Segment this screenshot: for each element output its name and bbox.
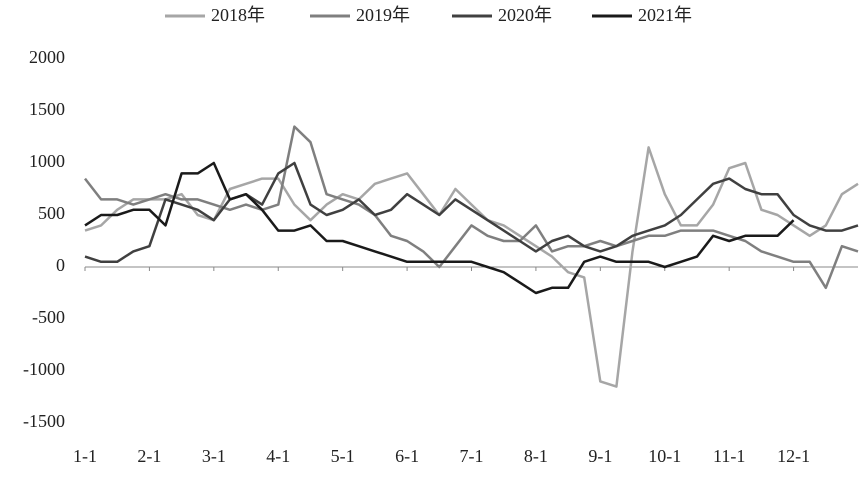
x-tick-label: 11-1 — [713, 446, 745, 466]
x-tick-label: 9-1 — [588, 446, 612, 466]
y-tick-label: 1500 — [29, 99, 65, 119]
y-tick-label: -1000 — [23, 359, 65, 379]
x-tick-label: 1-1 — [73, 446, 97, 466]
y-tick-label: -1500 — [23, 411, 65, 431]
x-tick-label: 10-1 — [648, 446, 681, 466]
y-tick-label: -500 — [32, 307, 65, 327]
x-tick-label: 4-1 — [266, 446, 290, 466]
series-line — [84, 125, 859, 290]
legend-label: 2020年 — [498, 5, 552, 25]
series-line — [84, 161, 795, 295]
x-tick-label: 3-1 — [202, 446, 226, 466]
x-tick-label: 6-1 — [395, 446, 419, 466]
x-tick-label: 12-1 — [777, 446, 810, 466]
x-tick-label: 8-1 — [524, 446, 548, 466]
x-tick-label: 2-1 — [137, 446, 161, 466]
series-line — [84, 161, 859, 264]
y-tick-label: 2000 — [29, 47, 65, 67]
legend-label: 2018年 — [211, 5, 265, 25]
legend-label: 2021年 — [638, 5, 692, 25]
x-tick-label: 5-1 — [331, 446, 355, 466]
y-tick-label: 500 — [38, 203, 65, 223]
y-tick-label: 0 — [56, 255, 65, 275]
x-tick-label: 7-1 — [460, 446, 484, 466]
y-tick-label: 1000 — [29, 151, 65, 171]
legend-label: 2019年 — [356, 5, 410, 25]
